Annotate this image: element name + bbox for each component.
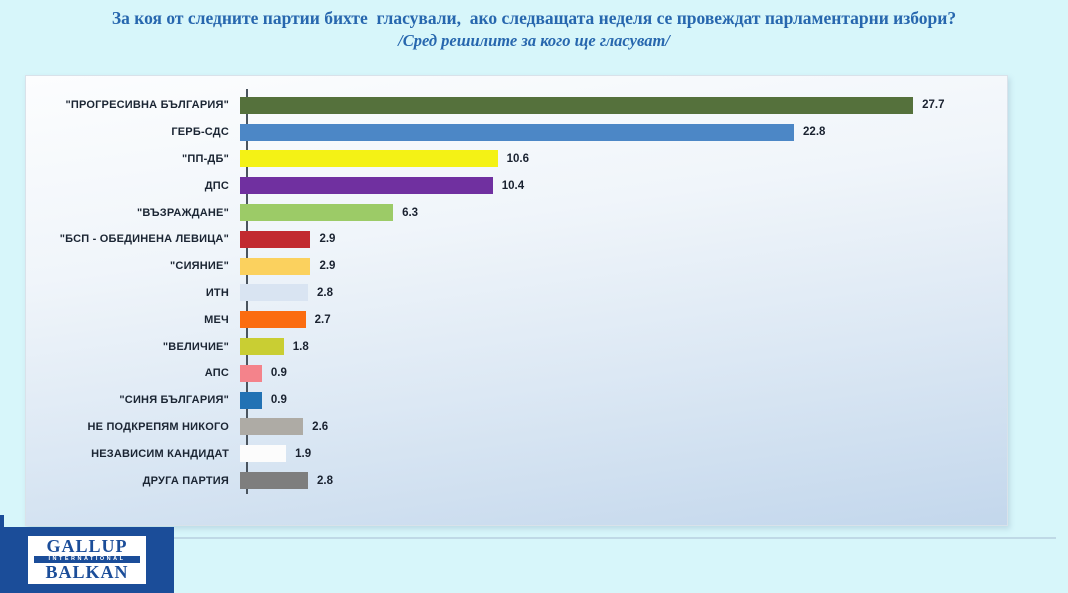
footer-divider-line [174, 537, 1056, 539]
chart-title: За коя от следните партии бихте гласувал… [111, 8, 957, 28]
bar-row: НЕ ПОДКРЕПЯМ НИКОГО 2.6 [26, 414, 999, 441]
bar-row: АПС 0.9 [26, 360, 999, 387]
gallup-logo: GALLUP INTERNATIONAL BALKAN [0, 527, 174, 593]
bar-track: 27.7 [238, 96, 999, 114]
bar-row: "ВЕЛИЧИЕ" 1.8 [26, 333, 999, 360]
chart-subtitle: /Сред решилите за кого ще гласуват/ [398, 31, 670, 50]
logo-text-balkan: BALKAN [45, 562, 129, 582]
bar [240, 311, 306, 329]
category-label: АПС [204, 367, 229, 380]
bar-track: 10.6 [238, 150, 999, 168]
value-label: 6.3 [402, 206, 419, 219]
bar-track: 2.8 [238, 472, 999, 490]
logo-accent-sliver [0, 515, 4, 529]
bar-row: ГЕРБ-СДС 22.8 [26, 119, 999, 146]
bar-rows: "ПРОГРЕСИВНА БЪЛГАРИЯ" 27.7 ГЕРБ-СДС 22.8 "П… [26, 92, 999, 494]
bar-track: 2.7 [238, 311, 999, 329]
bar-row: ИТН 2.8 [26, 280, 999, 307]
bar [240, 364, 262, 382]
category-label: ИТН [205, 286, 229, 299]
bar [240, 150, 498, 168]
category-label: "СИЯНИЕ" [170, 260, 229, 273]
category-label: ГЕРБ-СДС [171, 126, 229, 139]
gallup-logo-inner: GALLUP INTERNATIONAL BALKAN [28, 536, 146, 584]
value-label: 22.8 [803, 126, 826, 139]
category-label: "ПП-ДБ" [181, 152, 229, 165]
bar [240, 391, 262, 409]
bar [240, 418, 304, 436]
value-label: 2.8 [317, 474, 334, 487]
category-label: "ВЪЗРАЖДАНЕ" [136, 206, 229, 219]
category-label: "ВЕЛИЧИЕ" [162, 340, 229, 353]
category-label: ДПС [204, 179, 229, 192]
bar-track: 22.8 [238, 123, 999, 141]
value-label: 2.9 [319, 260, 336, 273]
bar-track: 0.9 [238, 364, 999, 382]
bar-track: 2.8 [238, 284, 999, 302]
bar [240, 472, 309, 490]
value-label: 2.8 [317, 286, 334, 299]
bar-row: НЕЗАВИСИМ КАНДИДАТ 1.9 [26, 440, 999, 467]
bar-row: "СИНЯ БЪЛГАРИЯ" 0.9 [26, 387, 999, 414]
category-label: НЕЗАВИСИМ КАНДИДАТ [91, 447, 229, 460]
bar [240, 445, 287, 463]
category-label: НЕ ПОДКРЕПЯМ НИКОГО [87, 420, 229, 433]
bar-row: ДРУГА ПАРТИЯ 2.8 [26, 467, 999, 494]
bar [240, 230, 311, 248]
bar-row: МЕЧ 2.7 [26, 306, 999, 333]
category-label: "СИНЯ БЪЛГАРИЯ" [119, 394, 229, 407]
bar-track: 2.9 [238, 230, 999, 248]
bar-row: "ПП-ДБ" 10.6 [26, 146, 999, 173]
bar [240, 204, 394, 222]
bar-row: "ПРОГРЕСИВНА БЪЛГАРИЯ" 27.7 [26, 92, 999, 119]
value-label: 1.9 [295, 447, 312, 460]
category-label: МЕЧ [204, 313, 229, 326]
value-label: 0.9 [270, 394, 287, 407]
bar [240, 123, 795, 141]
value-label: 2.6 [312, 420, 329, 433]
category-label: ДРУГА ПАРТИЯ [142, 474, 229, 487]
logo-text-gallup: GALLUP [46, 536, 128, 556]
value-label: 1.8 [292, 340, 309, 353]
bar [240, 284, 309, 302]
chart-title-block: За коя от следните партии бихте гласувал… [0, 7, 1068, 52]
value-label: 10.6 [506, 152, 529, 165]
value-label: 2.9 [319, 233, 336, 246]
bar [240, 177, 493, 195]
logo-text-international: INTERNATIONAL [34, 556, 140, 563]
bar [240, 257, 311, 275]
bar-row: "БСП - ОБЕДИНЕНА ЛЕВИЦА" 2.9 [26, 226, 999, 253]
bar-track: 1.9 [238, 445, 999, 463]
bar-track: 2.9 [238, 257, 999, 275]
bar [240, 96, 914, 114]
bar-row: "ВЪЗРАЖДАНЕ" 6.3 [26, 199, 999, 226]
value-label: 2.7 [314, 313, 331, 326]
bar-track: 6.3 [238, 204, 999, 222]
value-label: 27.7 [922, 99, 945, 112]
bar-track: 10.4 [238, 177, 999, 195]
value-label: 10.4 [501, 179, 525, 192]
value-label: 0.9 [270, 367, 287, 380]
bar-track: 2.6 [238, 418, 999, 436]
chart-panel: "ПРОГРЕСИВНА БЪЛГАРИЯ" 27.7 ГЕРБ-СДС 22.8 "П… [25, 75, 1008, 526]
category-label: "ПРОГРЕСИВНА БЪЛГАРИЯ" [65, 99, 229, 112]
bar [240, 338, 284, 356]
bar-row: ДПС 10.4 [26, 172, 999, 199]
bar-track: 1.8 [238, 338, 999, 356]
bar-track: 0.9 [238, 391, 999, 409]
bar-row: "СИЯНИЕ" 2.9 [26, 253, 999, 280]
category-label: "БСП - ОБЕДИНЕНА ЛЕВИЦА" [59, 233, 229, 246]
